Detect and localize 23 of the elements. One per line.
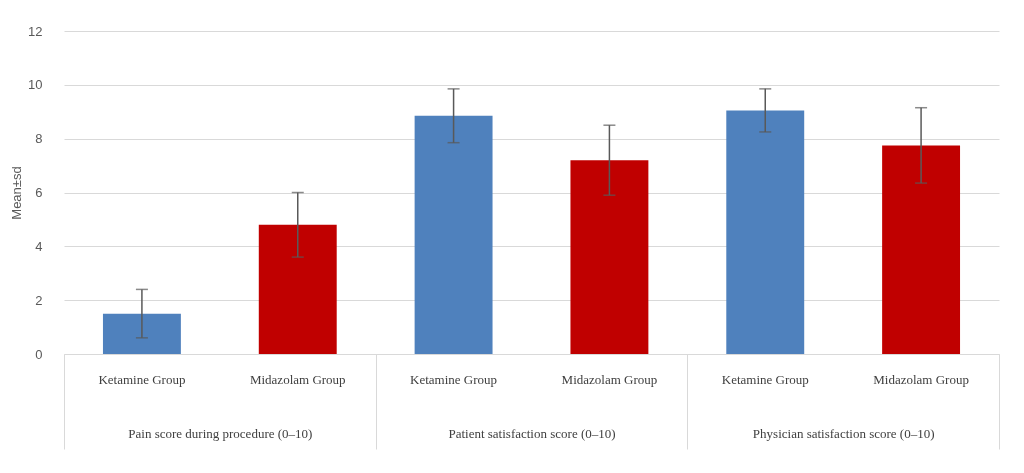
y-tick-label: 2 bbox=[35, 292, 43, 308]
series-label: Midazolam Group bbox=[561, 372, 658, 387]
y-tick-label: 6 bbox=[35, 185, 43, 200]
x-tick-label: Patient satisfaction score (0–10) bbox=[448, 425, 616, 441]
bar bbox=[102, 313, 181, 354]
y-tick-label: 12 bbox=[28, 23, 43, 39]
y-axis-title: Mean±sd bbox=[9, 166, 25, 220]
bar bbox=[258, 224, 337, 354]
text: Ketamine Group bbox=[410, 372, 498, 387]
bar bbox=[414, 115, 493, 354]
bar bbox=[570, 160, 649, 354]
x-tick-label: Pain score during procedure (0–10) bbox=[128, 425, 313, 441]
y-tick-label: 0 bbox=[35, 346, 43, 362]
text: Midazolam Group bbox=[873, 372, 969, 387]
text: Ketamine Group bbox=[721, 372, 809, 387]
y-tick-label: 8 bbox=[35, 131, 43, 147]
y-tick-label: 4 bbox=[35, 238, 43, 254]
series-label: Ketamine Group bbox=[98, 372, 186, 387]
bar bbox=[882, 145, 961, 354]
text: Midazolam Group bbox=[249, 372, 346, 387]
x-tick-label: Physician satisfaction score (0–10) bbox=[752, 425, 935, 441]
y-tick-label: 10 bbox=[28, 77, 43, 93]
bar bbox=[726, 110, 805, 354]
